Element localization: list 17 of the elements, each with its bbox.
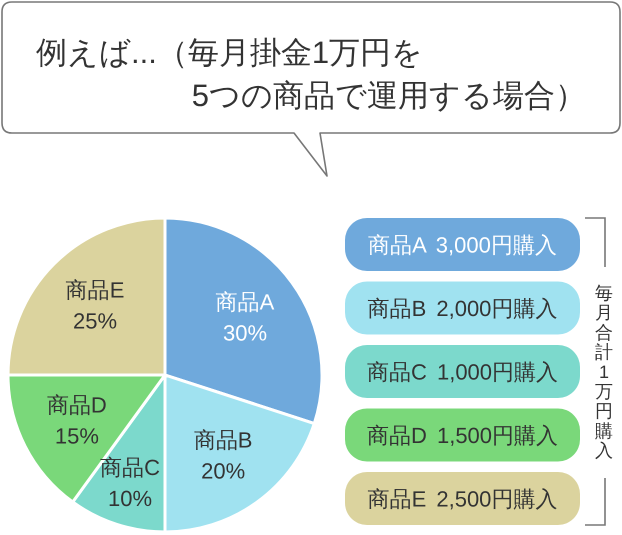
slice-label: 商品A: [216, 289, 275, 314]
slice-label: 商品E: [66, 278, 124, 303]
data-label: 10%: [108, 486, 152, 512]
amount-label: 商品E 2,500円購入: [345, 472, 580, 525]
slice-label: 商品B: [194, 428, 252, 453]
data-label: 25%: [73, 308, 118, 334]
data-label: 20%: [201, 458, 246, 484]
amount-label: 商品D 1,500円購入: [345, 408, 580, 462]
title: 例えば...（毎月掛金1万円を 5つの商品で運用する場合）: [36, 35, 586, 113]
amount-label: 商品B 2,000円購入: [345, 282, 580, 334]
data-label: 15%: [54, 423, 99, 448]
slice-label: 商品C: [100, 455, 160, 480]
total-note: 毎月合計1万円購入: [595, 283, 613, 461]
data-label: 30%: [222, 320, 268, 346]
amount-label: 商品C 1,000円購入: [345, 345, 580, 398]
amount-label: 商品A 3,000円購入: [345, 218, 580, 271]
slice-label: 商品D: [46, 392, 107, 418]
